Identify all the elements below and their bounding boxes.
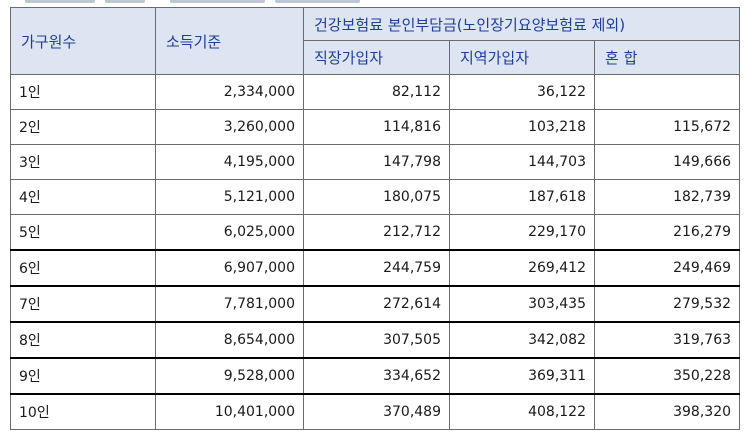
cell-workplace: 212,712 [303,214,450,251]
cell-members: 7인 [10,285,156,323]
cell-members: 2인 [10,109,156,145]
cell-income: 9,528,000 [155,357,304,395]
cell-members: 9인 [10,357,156,395]
cell-members: 5인 [10,214,156,251]
cell-income: 6,907,000 [155,249,304,287]
cell-income: 6,025,000 [155,214,304,251]
cell-workplace: 272,614 [303,285,450,323]
cell-members: 8인 [10,321,156,359]
cell-regional: 408,122 [449,393,595,430]
cell-workplace: 307,505 [303,321,450,359]
health-insurance-table: 가구원수 소득기준 건강보험료 본인부담금(노인장기요양보험료 제외) 직장가입… [10,7,741,430]
cell-mixed: 249,469 [593,249,741,287]
cell-income: 3,260,000 [155,109,304,145]
cell-regional: 303,435 [449,285,595,323]
table-row: 2인 3,260,000 114,816 103,218 115,672 [10,109,741,145]
cell-income: 10,401,000 [155,393,304,430]
cell-mixed: 182,739 [593,179,741,215]
cropped-text-strip [0,0,745,6]
table-row: 5인 6,025,000 212,712 229,170 216,279 [10,214,741,251]
cell-mixed: 350,228 [593,357,741,395]
cell-income: 2,334,000 [155,74,304,110]
table-row: 4인 5,121,000 180,075 187,618 182,739 [10,179,741,215]
cell-members: 3인 [10,144,156,180]
cell-mixed: 216,279 [593,214,741,251]
header-regional-subscriber: 지역가입자 [449,40,595,75]
table-row: 7인 7,781,000 272,614 303,435 279,532 [10,285,741,323]
table-row: 8인 8,654,000 307,505 342,082 319,763 [10,321,741,359]
header-household-size: 가구원수 [10,7,156,75]
cell-members: 6인 [10,249,156,287]
cell-members: 10인 [10,393,156,430]
cell-regional: 144,703 [449,144,595,180]
cell-regional: 36,122 [449,74,595,110]
cell-mixed: 279,532 [593,285,741,323]
cell-workplace: 370,489 [303,393,450,430]
cell-workplace: 147,798 [303,144,450,180]
cell-workplace: 334,652 [303,357,450,395]
cell-regional: 342,082 [449,321,595,359]
cell-income: 4,195,000 [155,144,304,180]
header-income-standard: 소득기준 [155,7,304,75]
header-premium-group: 건강보험료 본인부담금(노인장기요양보험료 제외) [302,7,741,41]
cell-workplace: 82,112 [303,74,450,110]
cell-regional: 369,311 [449,357,595,395]
cell-workplace: 114,816 [303,109,450,145]
cell-mixed [593,74,741,110]
header-mixed: 혼 합 [593,40,741,75]
cell-mixed: 115,672 [593,109,741,145]
cell-regional: 229,170 [449,214,595,251]
cell-workplace: 244,759 [303,249,450,287]
cell-members: 4인 [10,179,156,215]
table-row: 3인 4,195,000 147,798 144,703 149,666 [10,144,741,180]
cell-mixed: 398,320 [593,393,741,430]
table-row: 6인 6,907,000 244,759 269,412 249,469 [10,249,741,287]
cell-regional: 103,218 [449,109,595,145]
header-workplace-subscriber: 직장가입자 [303,40,450,75]
cell-income: 8,654,000 [155,321,304,359]
cell-members: 1인 [10,74,156,110]
cell-workplace: 180,075 [303,179,450,215]
cell-mixed: 319,763 [593,321,741,359]
cell-income: 7,781,000 [155,285,304,323]
table-row: 10인 10,401,000 370,489 408,122 398,320 [10,393,741,430]
table-row: 9인 9,528,000 334,652 369,311 350,228 [10,357,741,395]
cell-regional: 187,618 [449,179,595,215]
table-row: 1인 2,334,000 82,112 36,122 [10,74,741,110]
cell-regional: 269,412 [449,249,595,287]
cell-mixed: 149,666 [593,144,741,180]
cell-income: 5,121,000 [155,179,304,215]
